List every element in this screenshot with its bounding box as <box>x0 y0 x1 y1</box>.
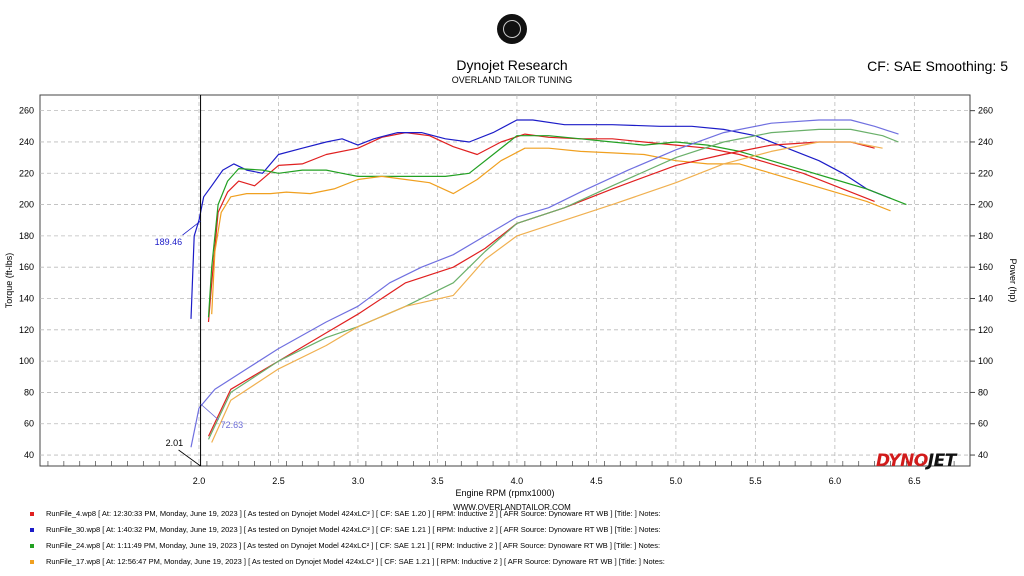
x-tick-label: 5.0 <box>670 476 683 486</box>
dyno-chart: 40 40 60 60 80 80 100 100 120 120 140 140 160 160 180 1… <box>4 94 1018 498</box>
run-file-name: RunFile_30.wp8 <box>46 525 101 534</box>
y-tick-label-left: 240 <box>19 137 34 147</box>
series-line-runfile_17-power <box>211 141 883 443</box>
run-details: [ At: 1:40:32 PM, Monday, June 19, 2023 … <box>100 525 661 534</box>
y-tick-label-left: 120 <box>19 325 34 335</box>
x-tick-label: 6.5 <box>908 476 921 486</box>
run-file-name: RunFile_4.wp8 <box>46 509 97 518</box>
y-tick-label-right: 180 <box>978 231 993 241</box>
x-tick-label: 2.0 <box>193 476 206 486</box>
y-tick-label-left: 160 <box>19 262 34 272</box>
run-legend-item: RunFile_24.wp8 [ At: 1:11:49 PM, Monday,… <box>30 541 660 550</box>
y-axis-label-left: Torque (ft-lbs) <box>4 253 14 309</box>
torque-readout-pointer <box>182 220 201 236</box>
x-tick-label: 6.0 <box>829 476 842 486</box>
run-details: [ At: 12:30:33 PM, Monday, June 19, 2023… <box>96 509 661 518</box>
run-legend-item: RunFile_4.wp8 [ At: 12:30:33 PM, Monday,… <box>30 509 661 518</box>
rpm-cursor-pointer <box>178 449 201 467</box>
series-line-runfile_30-power <box>190 119 899 448</box>
dynojet-brand-logo: DYNOJET <box>876 451 956 471</box>
x-tick-label: 2.5 <box>272 476 285 486</box>
y-tick-label-right: 40 <box>978 450 988 460</box>
chart-subtitle: OVERLAND TAILOR TUNING <box>451 75 573 85</box>
x-tick-label: 4.5 <box>590 476 603 486</box>
x-tick-label: 5.5 <box>749 476 762 486</box>
power-readout: 72.63 <box>221 420 244 430</box>
y-tick-label-right: 140 <box>978 294 993 304</box>
series-line-runfile_24-power <box>207 128 899 440</box>
y-tick-label-left: 60 <box>24 419 34 429</box>
power-readout-pointer <box>200 403 219 421</box>
series-line-runfile_17-torque <box>211 147 891 315</box>
run-color-swatch <box>30 528 34 533</box>
y-tick-label-right: 100 <box>978 356 993 366</box>
torque-readout: 189.46 <box>155 237 183 247</box>
run-color-swatch <box>30 560 34 565</box>
y-tick-label-left: 220 <box>19 168 34 178</box>
y-tick-label-left: 200 <box>19 200 34 210</box>
series-line-runfile_30-torque <box>190 119 891 319</box>
cf-smoothing-label: CF: SAE Smoothing: 5 <box>867 58 1008 74</box>
chart-title: Dynojet Research <box>456 57 568 73</box>
y-tick-label-right: 260 <box>978 106 993 116</box>
y-tick-label-right: 200 <box>978 200 993 210</box>
x-tick-label: 3.0 <box>352 476 365 486</box>
rpm-cursor-label: 2.01 <box>166 438 184 448</box>
run-file-name: RunFile_24.wp8 <box>46 541 101 550</box>
y-tick-label-left: 260 <box>19 106 34 116</box>
y-tick-label-left: 140 <box>19 294 34 304</box>
x-tick-label: 4.0 <box>511 476 524 486</box>
run-color-swatch <box>30 512 34 517</box>
run-legend-item: RunFile_17.wp8 [ At: 12:56:47 PM, Monday… <box>30 557 665 566</box>
y-tick-label-right: 60 <box>978 419 988 429</box>
series-line-runfile_24-torque <box>207 135 907 318</box>
y-tick-label-left: 180 <box>19 231 34 241</box>
y-tick-label-left: 80 <box>24 387 34 397</box>
series-line-runfile_4-torque <box>207 132 875 323</box>
plot-frame <box>39 94 971 467</box>
y-axis-label-right: Power (hp) <box>1008 258 1018 302</box>
y-tick-label-right: 240 <box>978 137 993 147</box>
y-tick-label-right: 160 <box>978 262 993 272</box>
dynojet-seal-logo <box>497 14 527 44</box>
y-tick-label-right: 80 <box>978 387 988 397</box>
website-url: WWW.OVERLANDTAILOR.COM <box>453 503 571 512</box>
run-file-name: RunFile_17.wp8 <box>46 557 101 566</box>
run-details: [ At: 12:56:47 PM, Monday, June 19, 2023… <box>100 557 665 566</box>
y-tick-label-right: 220 <box>978 168 993 178</box>
y-tick-label-right: 120 <box>978 325 993 335</box>
run-color-swatch <box>30 544 34 549</box>
run-legend-item: RunFile_30.wp8 [ At: 1:40:32 PM, Monday,… <box>30 525 661 534</box>
y-tick-label-left: 100 <box>19 356 34 366</box>
run-details: [ At: 1:11:49 PM, Monday, June 19, 2023 … <box>100 541 661 550</box>
x-tick-label: 3.5 <box>431 476 444 486</box>
x-axis-label: Engine RPM (rpmx1000) <box>455 488 554 498</box>
y-tick-label-left: 40 <box>24 450 34 460</box>
